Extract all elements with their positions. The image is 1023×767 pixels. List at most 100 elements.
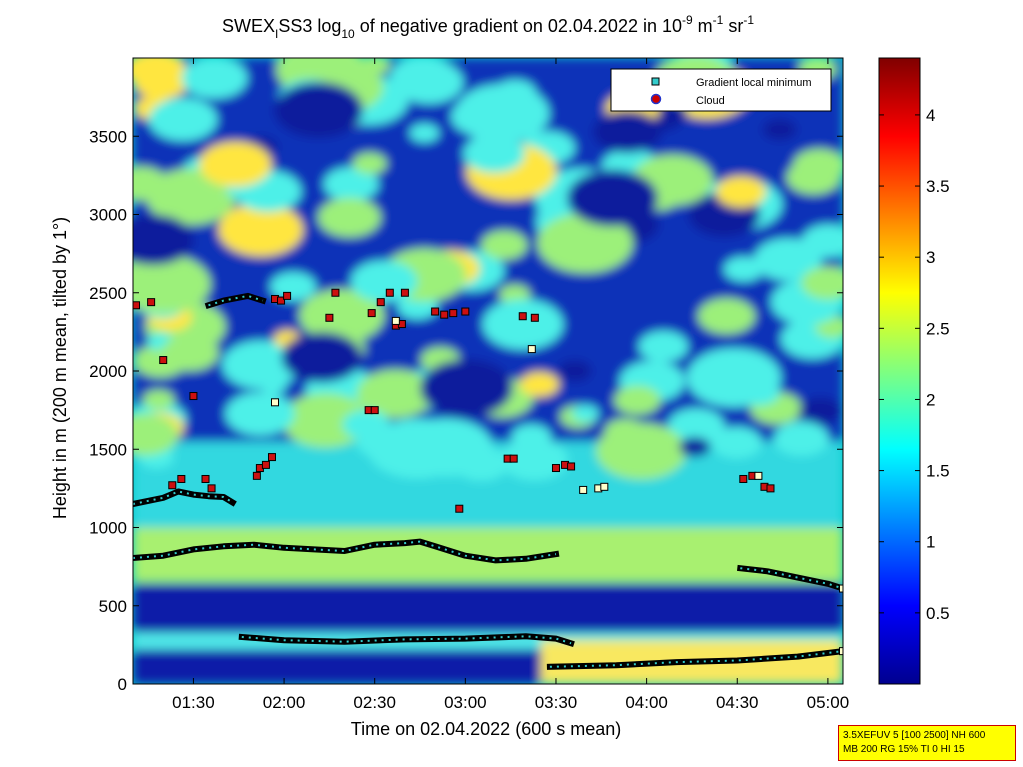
cloud-marker [331, 288, 340, 297]
cloud-marker [207, 484, 216, 493]
legend-square-icon [651, 77, 660, 86]
field-patch [281, 393, 369, 448]
cloud-marker [376, 298, 385, 307]
cloud-marker [385, 288, 394, 297]
field-patch [801, 266, 843, 300]
colorbar-tick-label: 2 [926, 390, 935, 409]
field-patch [736, 378, 780, 406]
minimum-line-highlight-0 [133, 540, 557, 562]
x-tick-label: 05:00 [807, 693, 850, 712]
colorbar-tick-label: 3 [926, 248, 935, 267]
field-patch [133, 413, 179, 456]
open-minimum-marker [839, 647, 843, 656]
field-patch [667, 408, 725, 444]
field-patch [409, 123, 440, 143]
x-tick-label: 02:00 [263, 693, 306, 712]
colorbar-tick-label: 1 [926, 533, 935, 552]
cloud-marker [551, 464, 560, 473]
field-patch [593, 110, 662, 154]
cloud-marker [325, 313, 334, 322]
field-patch [356, 369, 434, 418]
cloud-marker [189, 392, 198, 401]
cloud-marker [159, 356, 168, 365]
field-patch [133, 214, 194, 266]
field-patch [260, 378, 287, 395]
cloud-marker [440, 310, 449, 319]
legend-circle-icon [650, 93, 662, 105]
cloud-marker [252, 471, 261, 480]
field-patch [463, 134, 526, 173]
field-patch [678, 437, 711, 457]
field-patch [222, 340, 300, 390]
x-axis-label: Time on 02.04.2022 (600 s mean) [351, 719, 622, 739]
field-patch [142, 389, 175, 410]
legend-entry-cloud: Cloud [696, 95, 725, 107]
y-axis-label: Height in m (200 m mean, tilted by 1°) [50, 217, 70, 519]
field-patch [420, 359, 513, 418]
cloud-marker [133, 301, 141, 310]
cloud-marker [567, 462, 576, 471]
field-patch [798, 397, 842, 425]
x-tick-label: 04:00 [625, 693, 668, 712]
colorbar: 0.5 1 1.5 2 2.5 3 3.5 4 [878, 57, 950, 685]
cloud-marker [518, 312, 527, 321]
cloud-marker [739, 474, 748, 483]
cloud-marker [449, 309, 458, 318]
y-tick-label: 500 [99, 597, 127, 616]
field-patch [400, 418, 493, 477]
open-minimum-marker [600, 482, 609, 491]
cloud-marker [261, 460, 270, 469]
field-patch [146, 168, 237, 225]
field-patch [299, 288, 385, 343]
minimum-line-1 [736, 564, 843, 592]
field-patch [520, 372, 560, 397]
field-patch [596, 423, 687, 480]
minimum-line-highlight-2 [241, 635, 572, 645]
field-patch [181, 58, 248, 99]
cloud-marker [177, 474, 186, 483]
field-patch [723, 256, 764, 282]
cloud-marker [461, 307, 470, 316]
colorbar-tick-label: 3.5 [926, 177, 950, 196]
colorbar-tick-label: 1.5 [926, 462, 950, 481]
field-patch [762, 118, 797, 141]
info-line-1: 3.5XEFUV 5 [100 2500] NH 600 [843, 730, 986, 741]
field-patch [773, 421, 829, 456]
heatmap-area [133, 58, 843, 684]
field-patch [281, 332, 362, 383]
y-tick-label: 1500 [89, 440, 127, 459]
field-patch [793, 149, 843, 182]
x-tick-label: 03:30 [535, 693, 578, 712]
open-minimum-markers [271, 316, 843, 656]
field-patch [711, 426, 762, 459]
minimum-line-highlight-4 [133, 490, 234, 505]
cloud-marker [530, 313, 539, 322]
field-patch [199, 141, 272, 187]
field-patch [511, 424, 552, 450]
field-patch [342, 409, 390, 440]
x-axis: 01:30 02:00 02:30 03:00 03:30 04:00 04:30 05:00 [172, 58, 849, 712]
field-patch [482, 299, 564, 350]
cloud-marker [400, 288, 409, 297]
colorbar-tick-label: 0.5 [926, 604, 950, 623]
info-box: 3.5XEFUV 5 [100 2500] NH 600 MB 200 RG 1… [838, 725, 1016, 761]
field-patch [571, 404, 599, 422]
field-patch [697, 298, 756, 334]
field-patch [715, 176, 766, 208]
field-patch [501, 438, 568, 481]
x-tick-label: 01:30 [172, 693, 215, 712]
field-patch [160, 334, 219, 371]
legend-box [610, 68, 832, 112]
field-patch [133, 58, 186, 89]
field-patch [638, 330, 689, 362]
field-patch [614, 385, 661, 415]
field-patch [270, 272, 317, 301]
cloud-marker [766, 484, 775, 493]
field-patch [350, 260, 418, 303]
colorbar-ticks: 0.5 1 1.5 2 2.5 3 3.5 4 [879, 106, 950, 623]
cloud-marker [370, 406, 379, 415]
y-tick-label: 2000 [89, 362, 127, 381]
cloud-marker [283, 291, 292, 300]
field-patch [754, 238, 823, 281]
